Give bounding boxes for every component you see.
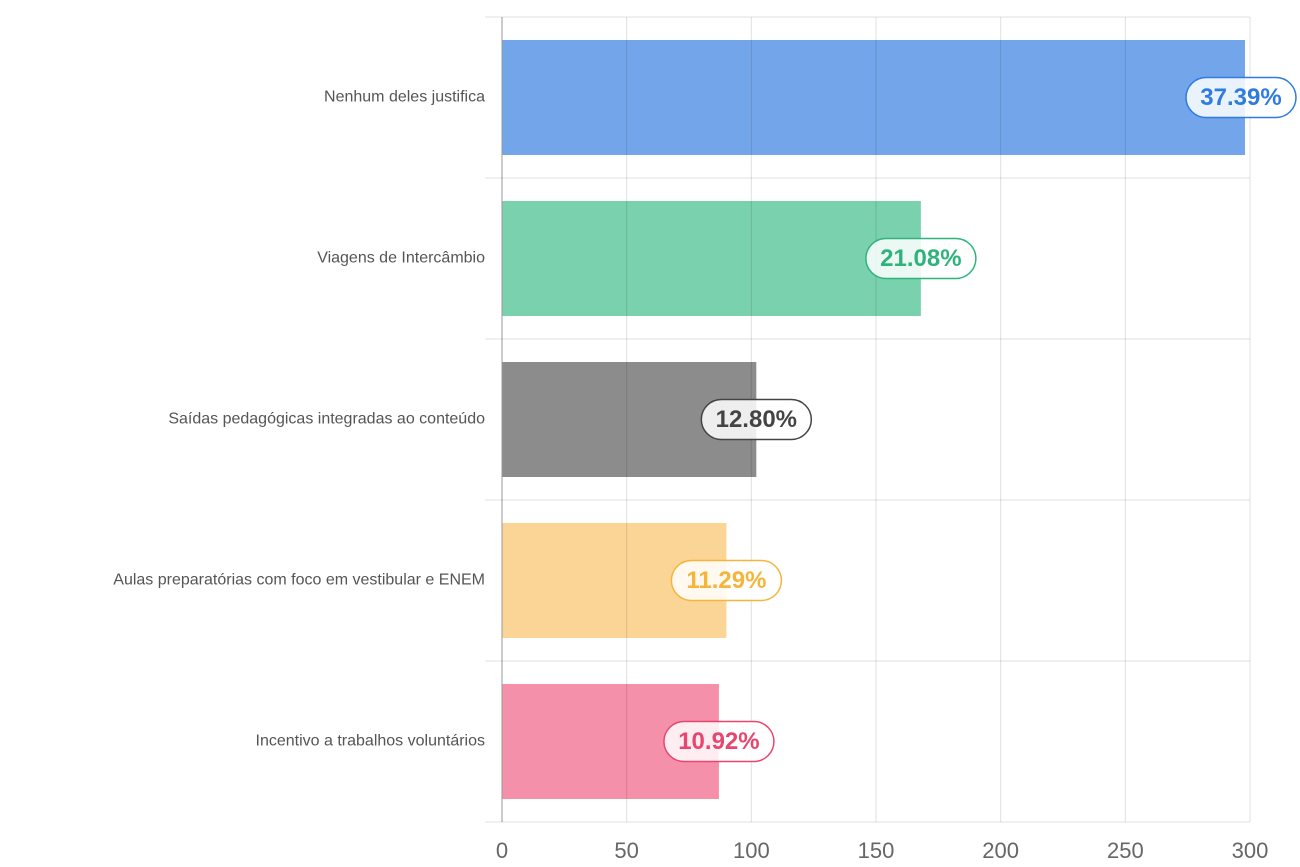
data-label: 12.80%: [716, 406, 797, 433]
bar: [502, 40, 1246, 155]
data-label-box: [700, 398, 813, 441]
data-label-box: [663, 720, 775, 763]
bar: [502, 201, 921, 316]
x-tick-label: 150: [858, 838, 895, 863]
x-tick-label: 300: [1232, 838, 1269, 863]
y-tick-label: Viagens de Intercâmbio: [317, 250, 485, 267]
data-label: 21.08%: [880, 245, 961, 272]
x-tick-label: 0: [496, 838, 508, 863]
x-tick-label: 250: [1107, 838, 1144, 863]
y-tick-label: Saídas pedagógicas integradas ao conteúd…: [168, 411, 485, 428]
x-tick-label: 100: [733, 838, 770, 863]
y-tick-label: Nenhum deles justifica: [324, 89, 485, 106]
y-tick-label: Incentivo a trabalhos voluntários: [256, 733, 485, 750]
data-label: 10.92%: [678, 728, 759, 755]
data-label-box: [865, 237, 977, 280]
data-label-box: [1185, 76, 1297, 119]
data-label: 11.29%: [686, 567, 766, 594]
x-tick-label: 50: [614, 838, 638, 863]
data-label-box: [670, 559, 783, 602]
y-tick-label: Aulas preparatórias com foco em vestibul…: [113, 572, 485, 589]
data-label: 37.39%: [1200, 84, 1281, 111]
x-tick-label: 200: [982, 838, 1019, 863]
